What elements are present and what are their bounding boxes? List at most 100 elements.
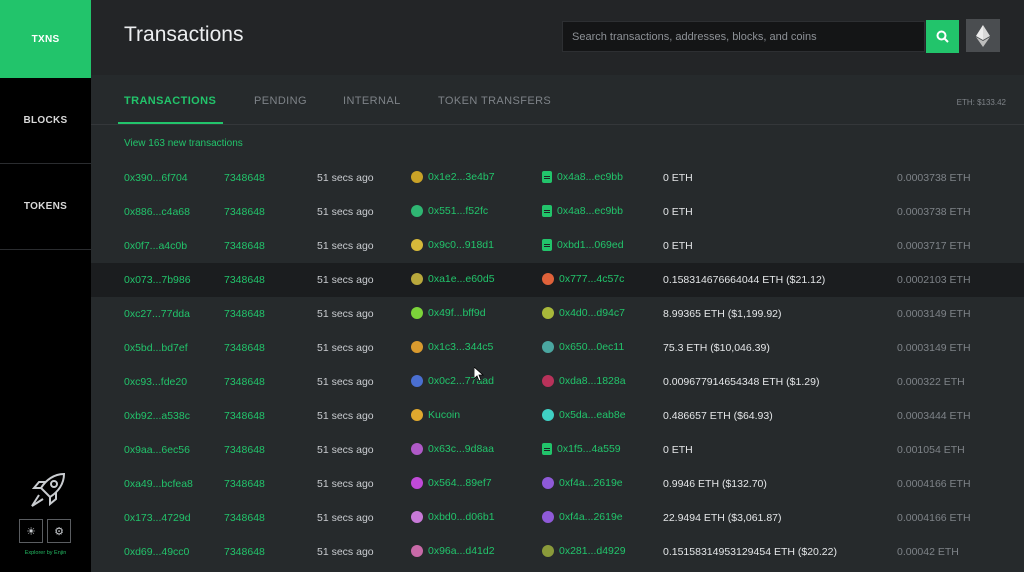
block-link[interactable]: 7348648 (224, 206, 265, 218)
to-address-link[interactable]: 0x777...4c57c (542, 273, 624, 285)
search-button[interactable] (926, 20, 959, 53)
sidebar-item-txns[interactable]: TXNS (0, 0, 91, 78)
tx-hash-link[interactable]: 0x390...6f704 (124, 172, 188, 184)
settings-button[interactable]: ⚙ (47, 519, 71, 543)
table-row[interactable]: 0x173...4729d 7348648 51 secs ago 0xbd0...d… (91, 501, 1024, 535)
from-address-link[interactable]: 0xbd0...d06b1 (411, 511, 495, 523)
tx-hash-link[interactable]: 0x886...c4a68 (124, 206, 190, 218)
network-button[interactable] (966, 19, 1000, 52)
to-address-link[interactable]: 0xbd1...069ed (542, 239, 624, 251)
from-address-link[interactable]: Kucoin (411, 409, 460, 421)
block-link[interactable]: 7348648 (224, 342, 265, 354)
from-address-link[interactable]: 0x564...89ef7 (411, 477, 492, 489)
table-row[interactable]: 0x9aa...6ec56 7348648 51 secs ago 0x63c...9… (91, 433, 1024, 467)
tab-token-transfers[interactable]: TOKEN TRANSFERS (438, 95, 552, 107)
mouse-cursor-icon (474, 367, 484, 381)
tx-fee: 0.0002103 ETH (897, 274, 971, 286)
address-avatar-icon (542, 341, 554, 353)
block-link[interactable]: 7348648 (224, 512, 265, 524)
table-row[interactable]: 0x5bd...bd7ef 7348648 51 secs ago 0x1c3...3… (91, 331, 1024, 365)
table-row[interactable]: 0x886...c4a68 7348648 51 secs ago 0x551...f… (91, 195, 1024, 229)
tx-fee: 0.0003149 ETH (897, 308, 971, 320)
to-address-link[interactable]: 0x4a8...ec9bb (542, 171, 623, 183)
from-address-link[interactable]: 0x96a...d41d2 (411, 545, 495, 557)
block-link[interactable]: 7348648 (224, 274, 265, 286)
from-address-link[interactable]: 0x63c...9d8aa (411, 443, 494, 455)
tx-value: 75.3 ETH ($10,046.39) (663, 342, 770, 354)
block-link[interactable]: 7348648 (224, 410, 265, 422)
tx-hash-link[interactable]: 0xd69...49cc0 (124, 546, 190, 558)
block-link[interactable]: 7348648 (224, 376, 265, 388)
table-row[interactable]: 0xc27...77dda 7348648 51 secs ago 0x49f...b… (91, 297, 1024, 331)
tx-hash-link[interactable]: 0x173...4729d (124, 512, 191, 524)
from-address-link[interactable]: 0x551...f52fc (411, 205, 488, 217)
table-row[interactable]: 0xb92...a538c 7348648 51 secs ago Kucoin 0x5… (91, 399, 1024, 433)
from-address-link[interactable]: 0xa1e...e60d5 (411, 273, 495, 285)
sidebar-item-tokens[interactable]: TOKENS (0, 164, 91, 250)
block-link[interactable]: 7348648 (224, 546, 265, 558)
to-address-link[interactable]: 0x4a8...ec9bb (542, 205, 623, 217)
tx-hash-link[interactable]: 0x9aa...6ec56 (124, 444, 190, 456)
contract-icon (542, 443, 552, 455)
from-address-link[interactable]: 0x9c0...918d1 (411, 239, 494, 251)
block-link[interactable]: 7348648 (224, 444, 265, 456)
tx-value: 0.15158314953129454 ETH ($20.22) (663, 546, 837, 558)
sidebar-item-blocks[interactable]: BLOCKS (0, 78, 91, 164)
from-address-link[interactable]: 0x49f...bff9d (411, 307, 486, 319)
tx-age: 51 secs ago (317, 444, 374, 456)
tx-value: 8.99365 ETH ($1,199.92) (663, 308, 782, 320)
tx-hash-link[interactable]: 0x0f7...a4c0b (124, 240, 188, 252)
tx-value: 0.158314676664044 ETH ($21.12) (663, 274, 826, 286)
tab-internal[interactable]: INTERNAL (343, 95, 401, 107)
block-link[interactable]: 7348648 (224, 308, 265, 320)
table-row[interactable]: 0x073...7b986 7348648 51 secs ago 0xa1e...e… (91, 263, 1024, 297)
tab-transactions[interactable]: TRANSACTIONS (124, 95, 217, 107)
tx-hash-link[interactable]: 0xa49...bcfea8 (124, 478, 193, 490)
address-avatar-icon (411, 273, 423, 285)
block-link[interactable]: 7348648 (224, 172, 265, 184)
to-address-link[interactable]: 0x1f5...4a559 (542, 443, 621, 455)
address-avatar-icon (411, 375, 423, 387)
block-link[interactable]: 7348648 (224, 478, 265, 490)
to-address-link[interactable]: 0xf4a...2619e (542, 477, 623, 489)
table-row[interactable]: 0x390...6f704 7348648 51 secs ago 0x1e2...3… (91, 161, 1024, 195)
tx-hash-link[interactable]: 0xc27...77dda (124, 308, 190, 320)
tx-age: 51 secs ago (317, 546, 374, 558)
to-address-link[interactable]: 0xda8...1828a (542, 375, 626, 387)
to-address-link[interactable]: 0xf4a...2619e (542, 511, 623, 523)
table-row[interactable]: 0xd69...49cc0 7348648 51 secs ago 0x96a...d… (91, 535, 1024, 569)
contract-icon (542, 171, 552, 183)
address-avatar-icon (542, 409, 554, 421)
search-input[interactable] (562, 21, 925, 52)
tx-fee: 0.0003444 ETH (897, 410, 971, 422)
sidebar-item-label: TOKENS (23, 201, 68, 212)
to-address-link[interactable]: 0x5da...eab8e (542, 409, 626, 421)
table-row[interactable]: 0x0f7...a4c0b 7348648 51 secs ago 0x9c0...9… (91, 229, 1024, 263)
address-avatar-icon (411, 307, 423, 319)
tab-bar: TRANSACTIONS PENDING INTERNAL TOKEN TRAN… (91, 75, 1024, 125)
sidebar: TXNS BLOCKS TOKENS ☀ ⚙ Explorer by Enjin (0, 0, 91, 572)
to-address-link[interactable]: 0x4d0...d94c7 (542, 307, 625, 319)
to-address-link[interactable]: 0x281...d4929 (542, 545, 626, 557)
block-link[interactable]: 7348648 (224, 240, 265, 252)
to-address-text: 0xbd1...069ed (557, 239, 624, 251)
tx-fee: 0.0003738 ETH (897, 206, 971, 218)
to-address-text: 0x4d0...d94c7 (559, 307, 625, 319)
from-address-link[interactable]: 0x1e2...3e4b7 (411, 171, 495, 183)
tx-age: 51 secs ago (317, 172, 374, 184)
table-row[interactable]: 0xa49...bcfea8 7348648 51 secs ago 0x564...… (91, 467, 1024, 501)
from-address-link[interactable]: 0x1c3...344c5 (411, 341, 493, 353)
tx-fee: 0.0003738 ETH (897, 172, 971, 184)
view-new-transactions-link[interactable]: View 163 new transactions (124, 138, 243, 149)
to-address-link[interactable]: 0x650...0ec11 (542, 341, 624, 353)
from-address-text: 0x49f...bff9d (428, 307, 486, 319)
tx-hash-link[interactable]: 0x073...7b986 (124, 274, 191, 286)
tab-pending[interactable]: PENDING (254, 95, 307, 107)
tx-hash-link[interactable]: 0xb92...a538c (124, 410, 190, 422)
table-row[interactable]: 0xc93...fde20 7348648 51 secs ago 0x0c2...7… (91, 365, 1024, 399)
tx-hash-link[interactable]: 0x5bd...bd7ef (124, 342, 188, 354)
from-address-text: 0x63c...9d8aa (428, 443, 494, 455)
theme-toggle-button[interactable]: ☀ (19, 519, 43, 543)
active-tab-indicator (118, 122, 223, 124)
tx-hash-link[interactable]: 0xc93...fde20 (124, 376, 188, 388)
